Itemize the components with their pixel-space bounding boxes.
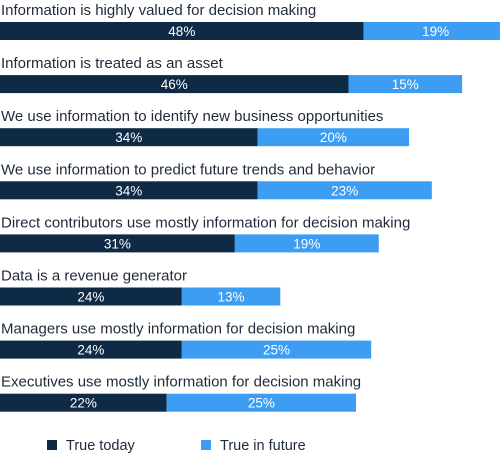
category-label: Data is a revenue generator <box>1 268 187 285</box>
bar-true-today <box>0 340 182 359</box>
data-label-true-today: 34% <box>115 183 142 198</box>
bar-true-in-future <box>181 287 281 306</box>
bar-true-in-future <box>257 181 432 200</box>
data-label-true-in-future: 19% <box>422 24 449 39</box>
chart-row: We use information to identify new busin… <box>0 108 410 147</box>
category-label: Executives use mostly information for de… <box>1 374 361 391</box>
bar-true-today <box>0 75 349 94</box>
bar-true-in-future <box>166 393 357 412</box>
category-label: We use information to identify new busin… <box>1 108 383 125</box>
bar-true-in-future <box>234 234 379 253</box>
category-label: Direct contributors use mostly informati… <box>1 214 410 231</box>
data-label-true-in-future: 13% <box>218 290 245 305</box>
category-label: Information is highly valued for decisio… <box>1 2 316 19</box>
chart-rows: Information is highly valued for decisio… <box>0 2 500 412</box>
bar-true-today <box>0 287 182 306</box>
bar-true-today <box>0 234 235 253</box>
data-label-true-today: 46% <box>161 77 188 92</box>
legend-item-true-today: True today <box>47 438 136 454</box>
data-label-true-in-future: 25% <box>248 396 275 411</box>
data-label-true-in-future: 15% <box>392 77 419 92</box>
category-label: We use information to predict future tre… <box>1 161 375 178</box>
chart-row: We use information to predict future tre… <box>0 161 432 200</box>
data-label-true-today: 31% <box>104 236 131 251</box>
data-label-true-today: 22% <box>70 396 97 411</box>
chart-row: Direct contributors use mostly informati… <box>0 214 410 253</box>
chart-row: Executives use mostly information for de… <box>0 374 361 412</box>
category-label: Information is treated as an asset <box>1 55 224 72</box>
legend-label-true-in-future: True in future <box>220 438 306 454</box>
legend-swatch-true-today <box>47 440 57 450</box>
data-label-true-today: 24% <box>77 290 104 305</box>
bar-true-today <box>0 128 258 147</box>
data-label-true-today: 34% <box>115 130 142 145</box>
bar-true-today <box>0 22 364 40</box>
chart-row: Managers use mostly information for deci… <box>0 321 372 359</box>
chart-row: Data is a revenue generator 24% 13% <box>0 268 281 306</box>
data-label-true-today: 24% <box>77 343 104 358</box>
bar-true-today <box>0 181 258 200</box>
category-label: Managers use mostly information for deci… <box>1 321 355 338</box>
data-label-true-in-future: 25% <box>263 343 290 358</box>
chart-row: Information is highly valued for decisio… <box>0 2 500 40</box>
bar-true-today <box>0 393 167 412</box>
data-label-true-today: 48% <box>168 24 195 39</box>
legend-item-true-in-future: True in future <box>201 438 306 454</box>
bar-true-in-future <box>257 128 410 147</box>
bar-true-in-future <box>363 22 500 40</box>
data-label-true-in-future: 19% <box>293 236 320 251</box>
data-label-true-in-future: 23% <box>331 183 358 198</box>
chart-row: Information is treated as an asset 46% 15% <box>0 55 463 94</box>
bar-true-in-future <box>181 340 372 359</box>
data-label-true-in-future: 20% <box>320 130 347 145</box>
bar-true-in-future <box>348 75 463 94</box>
legend: True today True in future <box>47 438 306 454</box>
legend-label-true-today: True today <box>66 438 136 454</box>
legend-swatch-true-in-future <box>201 440 211 450</box>
